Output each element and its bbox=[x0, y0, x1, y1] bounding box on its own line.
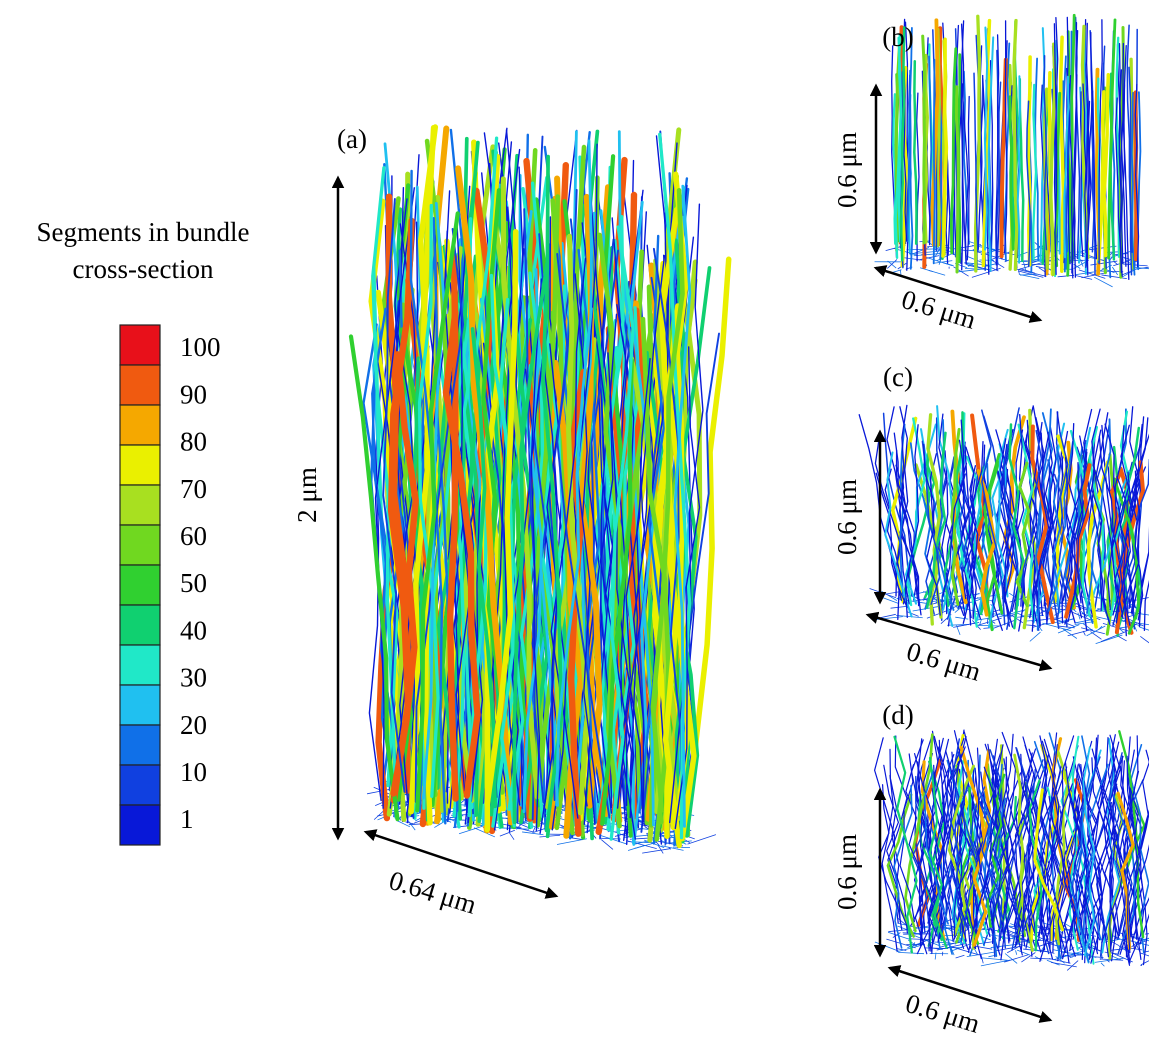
base-fiber bbox=[920, 268, 945, 276]
base-fiber bbox=[1140, 636, 1149, 645]
base-fiber bbox=[1030, 632, 1041, 641]
base-fiber bbox=[1075, 272, 1094, 275]
colorbar-cell bbox=[120, 405, 160, 445]
base-fiber bbox=[1068, 956, 1072, 957]
colorbar-cell bbox=[120, 605, 160, 645]
base-fiber bbox=[687, 835, 715, 844]
fiber bbox=[914, 61, 916, 244]
base-fiber bbox=[943, 263, 953, 266]
base-fiber bbox=[975, 946, 992, 949]
colorbar-cell bbox=[120, 525, 160, 565]
panel-label: (a) bbox=[337, 124, 367, 154]
panel-label: (b) bbox=[882, 22, 913, 52]
colorbar-cell bbox=[120, 685, 160, 725]
base-fiber bbox=[988, 955, 994, 956]
panel-label: (c) bbox=[883, 362, 913, 392]
colorbar-cell bbox=[120, 565, 160, 605]
fiber-renderings bbox=[351, 15, 1149, 970]
base-fiber bbox=[1021, 952, 1035, 962]
base-fiber bbox=[642, 849, 670, 853]
colorbar: 100 90 80 70 60 50 40 30 20 10 1 bbox=[120, 325, 221, 845]
base-fiber bbox=[989, 935, 1004, 937]
base-fiber bbox=[1094, 277, 1112, 287]
base-fiber bbox=[640, 812, 642, 820]
base-fiber bbox=[509, 832, 514, 839]
base-fiber bbox=[1051, 962, 1077, 966]
base-fiber bbox=[981, 958, 1008, 960]
base-fiber bbox=[1087, 246, 1117, 250]
fiber bbox=[934, 60, 935, 264]
base-fiber bbox=[1114, 261, 1118, 264]
base-fiber bbox=[1058, 275, 1074, 277]
width-label: 0.6 μm bbox=[898, 284, 979, 335]
width-label: 0.6 μm bbox=[903, 636, 984, 687]
colorbar-cell bbox=[120, 365, 160, 405]
colorbar-label: 50 bbox=[180, 568, 207, 598]
colorbar-label: 60 bbox=[180, 521, 207, 551]
base-fiber bbox=[891, 606, 908, 608]
base-fiber bbox=[897, 945, 921, 951]
fiber bbox=[1061, 37, 1064, 271]
height-label: 0.6 μm bbox=[832, 834, 862, 910]
base-fiber bbox=[673, 847, 690, 848]
colorbar-cell bbox=[120, 645, 160, 685]
base-fiber bbox=[1101, 963, 1104, 966]
panel-label: (d) bbox=[882, 700, 913, 730]
base-fiber bbox=[1112, 267, 1117, 275]
base-fiber bbox=[956, 955, 965, 958]
base-fiber bbox=[919, 256, 940, 260]
base-fiber bbox=[1016, 950, 1017, 954]
fiber bbox=[923, 36, 925, 243]
colorbar-label: 20 bbox=[180, 710, 207, 740]
base-fiber bbox=[1058, 625, 1079, 633]
base-fiber bbox=[539, 835, 560, 837]
base-fiber bbox=[907, 612, 919, 617]
colorbar-cell bbox=[120, 765, 160, 805]
base-fiber bbox=[557, 839, 587, 845]
base-fiber bbox=[601, 840, 613, 850]
base-fiber bbox=[1101, 632, 1126, 642]
colorbar-label: 10 bbox=[180, 757, 207, 787]
colorbar-title: Segments in bundle bbox=[37, 217, 250, 247]
colorbar-label: 70 bbox=[180, 474, 207, 504]
colorbar-label: 30 bbox=[180, 663, 207, 693]
colorbar-cell bbox=[120, 325, 160, 365]
colorbar-label: 100 bbox=[180, 332, 221, 362]
width-label: 0.64 μm bbox=[386, 865, 480, 920]
height-label: 0.6 μm bbox=[832, 132, 862, 208]
base-fiber bbox=[408, 821, 415, 830]
base-fiber bbox=[1018, 270, 1019, 274]
base-fiber bbox=[500, 830, 515, 836]
colorbar-label: 90 bbox=[180, 379, 207, 409]
colorbar-cell bbox=[120, 805, 160, 845]
colorbar-label: 40 bbox=[180, 615, 207, 645]
colorbar-title: cross-section bbox=[73, 254, 214, 284]
colorbar-cell bbox=[120, 445, 160, 485]
colorbar-cell bbox=[120, 725, 160, 765]
base-fiber bbox=[1078, 613, 1080, 620]
colorbar-label: 80 bbox=[180, 427, 207, 457]
height-label: 0.6 μm bbox=[832, 479, 862, 555]
height-label: 2 μm bbox=[292, 467, 322, 523]
colorbar-label: 1 bbox=[180, 804, 194, 834]
colorbar-cell bbox=[120, 485, 160, 525]
base-fiber bbox=[981, 960, 1010, 966]
base-fiber bbox=[955, 617, 968, 619]
